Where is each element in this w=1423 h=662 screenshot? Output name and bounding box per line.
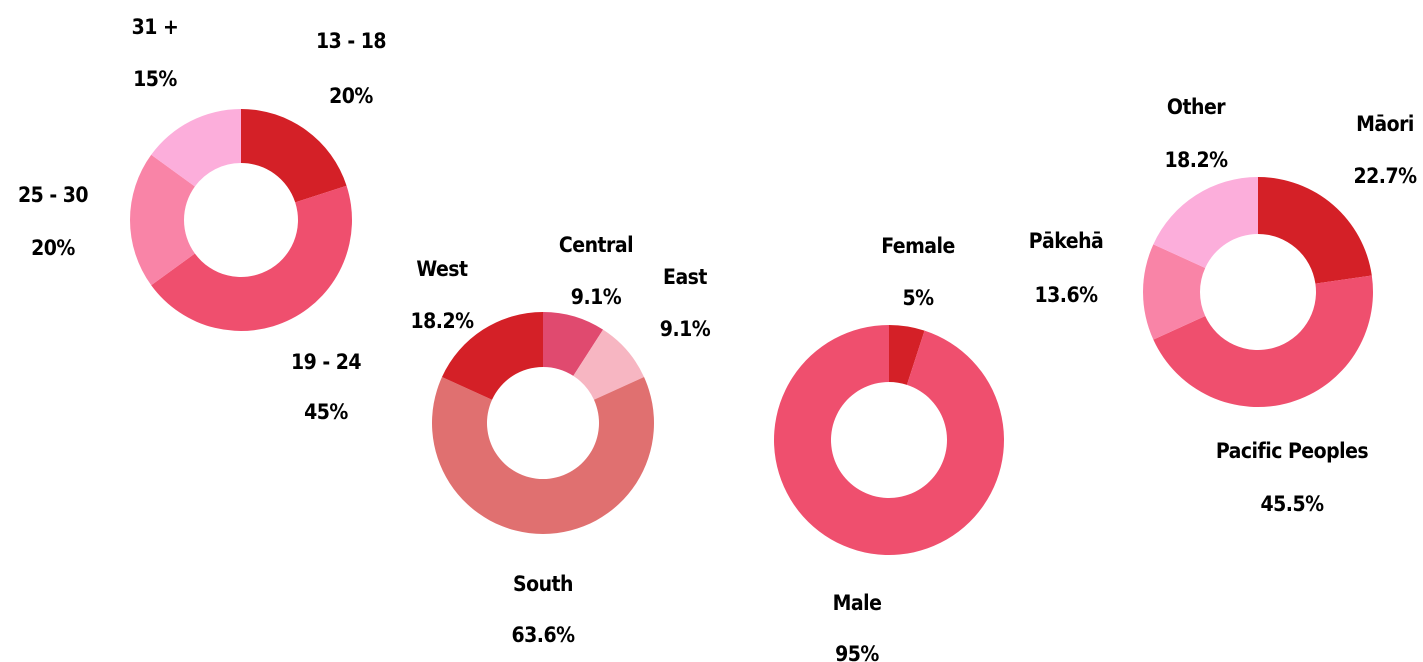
slice-value-label: 20% <box>329 84 373 108</box>
donut-slice <box>151 185 352 331</box>
slice-value-label: 63.6% <box>511 623 575 647</box>
donut-slice <box>1258 177 1372 284</box>
slice-value-label: 45% <box>304 400 348 424</box>
donut-slice <box>431 377 654 534</box>
donut-slice <box>130 154 195 286</box>
donut-slice <box>1153 275 1373 408</box>
slice-label: West <box>416 257 468 281</box>
donut-slice <box>1153 177 1258 268</box>
slice-label: 19 - 24 <box>291 350 361 374</box>
slice-label: East <box>663 265 707 289</box>
slice-label: Pacific Peoples <box>1216 439 1369 463</box>
donut-slice <box>1142 244 1206 340</box>
slice-label: Other <box>1167 95 1226 119</box>
donut-slice <box>241 109 347 203</box>
slice-value-label: 22.7% <box>1353 164 1417 188</box>
slice-label: South <box>513 572 573 596</box>
slice-value-label: 45.5% <box>1260 492 1324 516</box>
donut-slice <box>889 325 925 385</box>
slice-value-label: 18.2% <box>410 309 474 333</box>
slice-label: Māori <box>1356 112 1414 136</box>
slice-value-label: 9.1% <box>660 317 711 341</box>
slice-value-label: 18.2% <box>1164 148 1228 172</box>
slice-value-label: 95% <box>835 642 879 662</box>
slice-value-label: 15% <box>133 67 177 91</box>
slice-label: Pākehā <box>1029 229 1104 253</box>
slice-value-label: 13.6% <box>1034 283 1098 307</box>
slice-label: Central <box>559 233 633 257</box>
slice-value-label: 5% <box>902 286 934 310</box>
slice-label: 25 - 30 <box>18 183 88 207</box>
slice-label: Male <box>833 591 882 615</box>
donut-slice <box>543 312 604 376</box>
slice-label: 31 + <box>132 15 179 39</box>
slice-label: 13 - 18 <box>316 29 386 53</box>
slice-label: Female <box>881 234 955 258</box>
donut-slice <box>151 109 241 187</box>
donut-slice <box>441 312 543 400</box>
slice-value-label: 20% <box>31 236 75 260</box>
donut-slice <box>573 329 645 400</box>
slice-value-label: 9.1% <box>571 285 622 309</box>
donut-slice <box>773 325 1004 555</box>
